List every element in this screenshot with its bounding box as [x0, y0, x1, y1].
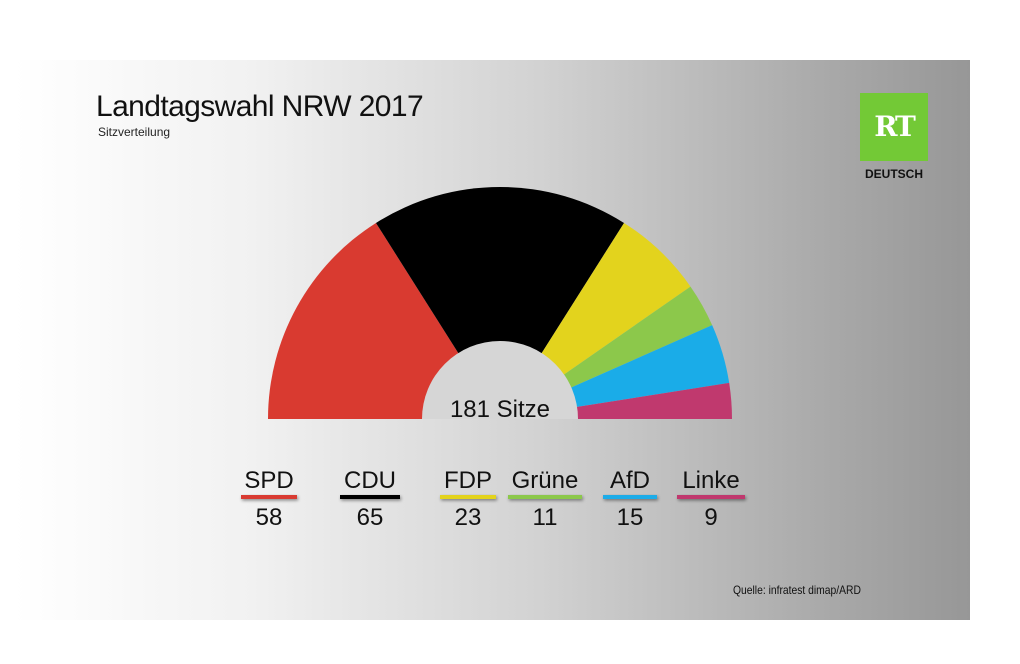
legend-item-cdu: CDU 65 — [340, 467, 400, 531]
legend: SPD 58 CDU 65 FDP 23 Grüne 11 AfD 15 Linke 9 — [241, 467, 745, 531]
legend-value: 58 — [256, 504, 283, 531]
legend-value: 65 — [357, 504, 384, 531]
legend-color-bar — [340, 495, 400, 499]
legend-value: 15 — [617, 504, 644, 531]
baseline-mask — [264, 419, 736, 459]
legend-value: 9 — [704, 504, 717, 531]
legend-label: Grüne — [512, 467, 579, 494]
center-label: 181 Sitze — [450, 396, 550, 423]
chart-title: Landtagswahl NRW 2017 — [96, 90, 424, 123]
legend-label: CDU — [344, 467, 396, 494]
center-hole — [422, 341, 578, 419]
legend-value: 11 — [533, 504, 558, 531]
rt-logo-mark: RT — [874, 110, 916, 143]
legend-item-afd: AfD 15 — [603, 467, 657, 531]
legend-item-spd: SPD 58 — [241, 467, 297, 531]
rt-logo-caption: DEUTSCH — [864, 167, 923, 181]
legend-color-bar — [508, 495, 582, 499]
legend-color-bar — [603, 495, 657, 499]
legend-color-bar — [440, 495, 496, 499]
legend-color-bar — [677, 495, 745, 499]
legend-label: AfD — [610, 467, 650, 494]
legend-color-bar — [241, 495, 297, 499]
slice-cdu — [375, 186, 625, 419]
legend-item-grüne: Grüne 11 — [508, 467, 582, 531]
legend-label: Linke — [682, 467, 739, 494]
legend-label: SPD — [244, 467, 293, 494]
chart-card: Landtagswahl NRW 2017 Sitzverteilung RT … — [14, 60, 970, 620]
legend-label: FDP — [444, 467, 492, 494]
seat-distribution-chart: 181 Sitze SPD 58 CDU 65 FDP 23 Grüne 11 AfD 15 Lin… — [241, 186, 745, 531]
rt-logo: RT — [860, 93, 928, 161]
legend-value: 23 — [455, 504, 482, 531]
legend-item-fdp: FDP 23 — [440, 467, 496, 531]
legend-item-linke: Linke 9 — [677, 467, 745, 531]
chart-subtitle: Sitzverteilung — [98, 125, 171, 139]
source-note: Quelle: infratest dimap/ARD — [733, 583, 861, 597]
